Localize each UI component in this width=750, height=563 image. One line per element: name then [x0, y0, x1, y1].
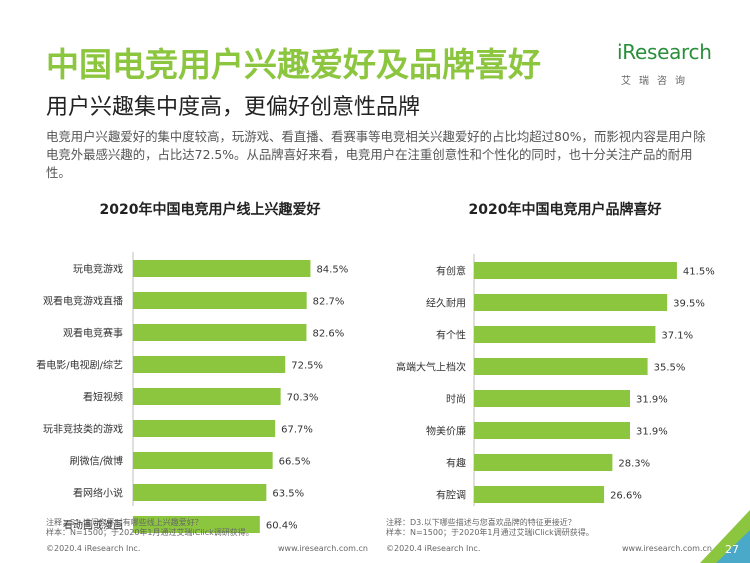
category-label: 玩电竞游戏: [73, 263, 123, 276]
data-label: 82.6%: [312, 329, 344, 340]
data-label: 66.5%: [279, 457, 311, 468]
note-question: 注释：D3.以下哪些描述与您喜欢品牌的特征更接近？: [386, 518, 576, 527]
data-label: 82.7%: [313, 297, 345, 308]
category-label: 有创意: [436, 265, 466, 278]
footer-copyright-left: ©2020.4 iResearch Inc.: [46, 544, 141, 553]
category-label: 物美价廉: [426, 425, 466, 438]
data-label: 35.5%: [654, 363, 686, 374]
page-description: 电竞用户兴趣爱好的集中度较高，玩游戏、看直播、看赛事等电竞相关兴趣爱好的占比均超…: [46, 129, 706, 180]
category-label: 看短视频: [83, 391, 123, 404]
bar: [133, 484, 267, 501]
category-label: 刷微信/微博: [70, 455, 123, 468]
bar: [133, 420, 276, 437]
page-subtitle: 用户兴趣集中度高，更偏好创意性品牌: [46, 95, 421, 120]
category-label: 有个性: [436, 329, 466, 342]
category-label: 有腔调: [436, 489, 466, 502]
data-label: 67.7%: [281, 425, 313, 436]
data-label: 84.5%: [316, 265, 348, 276]
bar: [474, 326, 656, 343]
category-label: 观看电竞赛事: [63, 327, 123, 340]
category-label: 玩非竞技类的游戏: [43, 423, 123, 436]
category-label: 时尚: [446, 393, 466, 406]
data-label: 63.5%: [272, 489, 304, 500]
bar: [133, 356, 286, 373]
page-title: 中国电竞用户兴趣爱好及品牌喜好: [46, 45, 541, 84]
data-label: 60.4%: [266, 521, 298, 532]
chart-left-title: 2020年中国电竞用户线上兴趣爱好: [99, 202, 321, 218]
category-label: 经久耐用: [426, 297, 466, 310]
footer-copyright-right: ©2020.4 iResearch Inc.: [386, 544, 481, 553]
category-label: 有趣: [446, 457, 466, 470]
data-label: 72.5%: [291, 361, 323, 372]
bar: [474, 390, 630, 407]
bar: [133, 452, 273, 469]
data-label: 39.5%: [673, 299, 705, 310]
footer-url-left: www.iresearch.com.cn: [278, 544, 368, 553]
bar: [133, 324, 307, 341]
bar: [474, 422, 630, 439]
note-sample: 样本：N=1500；于2020年1月通过艾瑞iClick调研获得。: [386, 528, 594, 537]
bar: [474, 262, 677, 279]
bar: [133, 516, 260, 533]
bar: [474, 486, 605, 503]
chart-right-title: 2020年中国电竞用户品牌喜好: [468, 202, 662, 218]
data-label: 31.9%: [636, 395, 668, 406]
data-label: 37.1%: [661, 331, 693, 342]
chart-right-note: 注释：D3.以下哪些描述与您喜欢品牌的特征更接近？ 样本：N=1500；于202…: [386, 518, 594, 538]
note-sample: 样本：N=1500；于2020年1月通过艾瑞iClick调研获得。: [46, 528, 254, 537]
footer-url-right: www.iresearch.com.cn: [622, 544, 712, 553]
logo-subtitle: 艾瑞咨询: [621, 76, 693, 87]
bar: [133, 292, 307, 309]
corner-triangle-inner: [716, 530, 750, 563]
category-label: 高端大气上档次: [396, 361, 466, 374]
chart-left-note: 注释：S1.请问您平时有哪些线上兴趣爱好？ 样本：N=1500；于2020年1月…: [46, 518, 254, 538]
data-label: 70.3%: [287, 393, 319, 404]
data-label: 26.6%: [610, 491, 642, 502]
category-label: 看网络小说: [73, 487, 123, 500]
bar: [474, 358, 648, 375]
data-label: 41.5%: [683, 267, 715, 278]
data-label: 31.9%: [636, 427, 668, 438]
logo-wordmark: iResearch: [617, 40, 712, 64]
category-label: 看动画或漫画: [63, 519, 123, 532]
note-question: 注释：S1.请问您平时有哪些线上兴趣爱好？: [46, 518, 203, 527]
bar: [474, 294, 668, 311]
bar: [133, 388, 281, 405]
category-label: 看电影/电视剧/综艺: [36, 359, 123, 372]
category-label: 观看电竞游戏直播: [43, 295, 123, 308]
bar: [133, 260, 311, 277]
page-number: 27: [725, 543, 739, 556]
bar: [474, 454, 613, 471]
iresearch-logo: iResearch 艾瑞咨询: [617, 40, 717, 88]
data-label: 28.3%: [618, 459, 650, 470]
